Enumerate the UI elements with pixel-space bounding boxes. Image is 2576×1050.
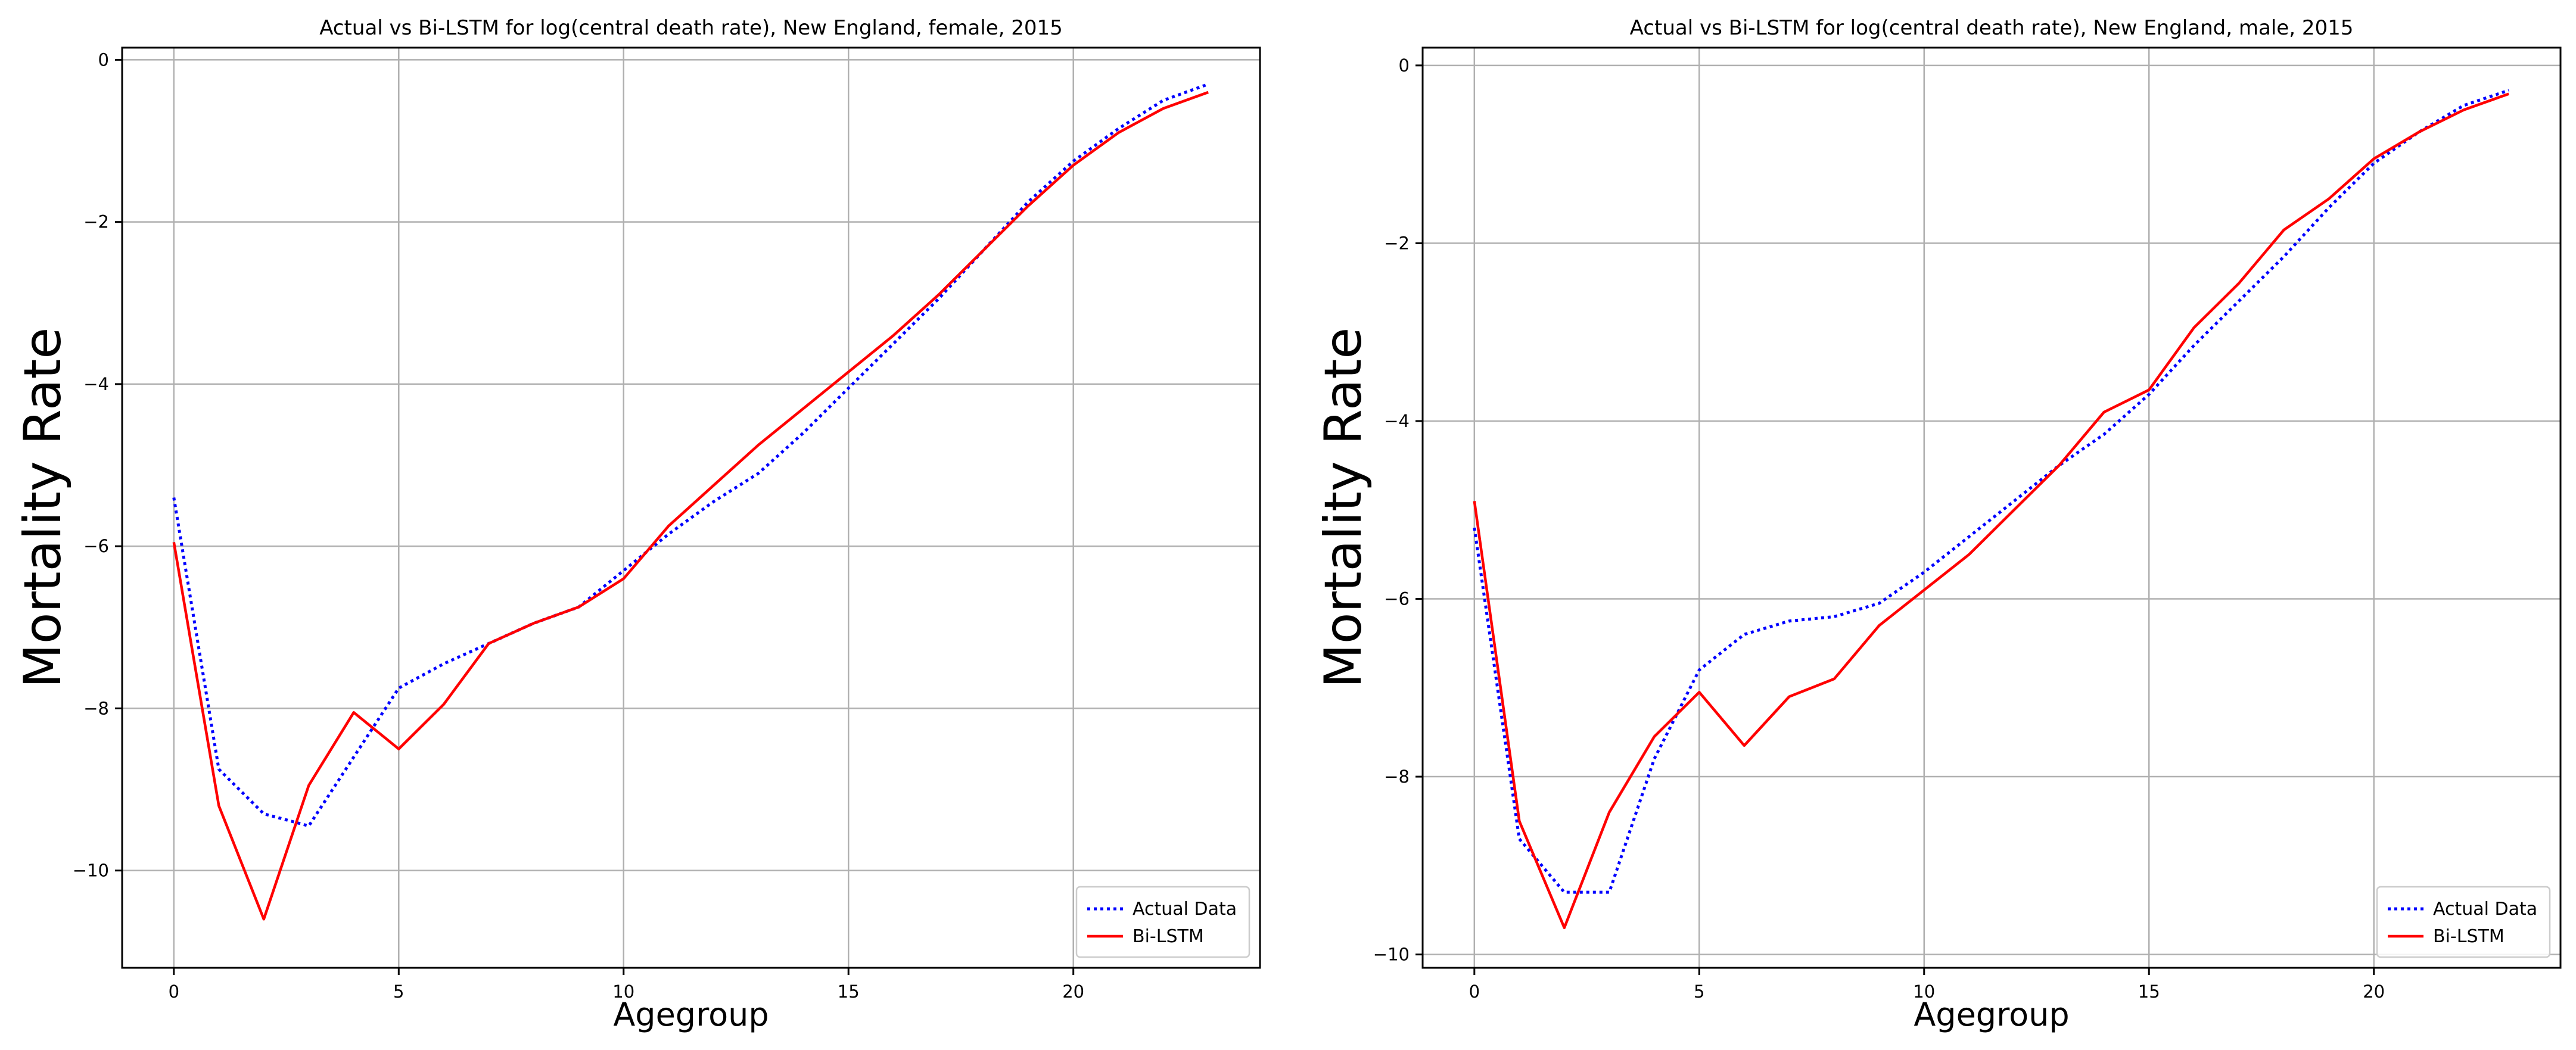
y-tick-label: −4: [1384, 411, 1410, 431]
series-line-bi-lstm: [1473, 92, 2509, 930]
y-tick-label: −8: [1384, 767, 1410, 787]
legend-box: [1075, 886, 1250, 958]
y-tick-label: −6: [83, 536, 109, 556]
x-tick-label: 0: [169, 982, 179, 1002]
x-tick-label: 20: [1062, 982, 1084, 1002]
legend-label-bi-lstm: Bi-LSTM: [1133, 926, 1204, 947]
series-line-actual-data: [172, 82, 1209, 828]
y-tick-label: −10: [1373, 945, 1410, 965]
legend: Actual Data Bi-LSTM: [1075, 886, 1250, 958]
male-mortality-chart: Actual vs Bi-LSTM for log(central death …: [1314, 16, 2562, 1033]
y-tick-label: −6: [1384, 589, 1410, 609]
y-tick-label: −8: [83, 698, 109, 718]
x-axis-label: Agegroup: [1914, 996, 2069, 1033]
x-tick-label: 15: [838, 982, 860, 1002]
x-tick-label: 0: [1469, 982, 1480, 1002]
x-tick-label: 5: [1694, 982, 1704, 1002]
chart-title: Actual vs Bi-LSTM for log(central death …: [1630, 16, 2354, 40]
legend-box: [2376, 886, 2551, 958]
y-tick-label: 0: [98, 49, 109, 70]
x-tick-label: 10: [1913, 982, 1935, 1002]
x-tick-label: 10: [612, 982, 634, 1002]
series-line-bi-lstm: [172, 91, 1209, 921]
y-tick-label: −2: [1384, 233, 1410, 253]
legend: Actual Data Bi-LSTM: [2376, 886, 2551, 958]
axes-frame: [1421, 46, 2562, 969]
x-tick-label: 15: [2138, 982, 2160, 1002]
y-tick-label: −10: [73, 861, 109, 881]
female-mortality-chart: Actual vs Bi-LSTM for log(central death …: [13, 16, 1261, 1033]
y-tick-label: −4: [83, 374, 109, 394]
x-axis-label: Agegroup: [613, 996, 769, 1033]
legend-label-bi-lstm: Bi-LSTM: [2433, 926, 2505, 947]
x-tick-label: 20: [2363, 982, 2385, 1002]
legend-label-actual-data: Actual Data: [2433, 899, 2537, 920]
series-line-actual-data: [1473, 89, 2509, 894]
axes-frame: [121, 46, 1261, 969]
y-tick-label: −2: [83, 212, 109, 232]
x-tick-label: 5: [393, 982, 404, 1002]
y-axis-label: Mortality Rate: [1314, 328, 1373, 688]
legend-label-actual-data: Actual Data: [1133, 899, 1237, 920]
y-axis-label: Mortality Rate: [13, 328, 73, 688]
chart-title: Actual vs Bi-LSTM for log(central death …: [319, 16, 1063, 40]
y-tick-label: 0: [1399, 55, 1410, 76]
